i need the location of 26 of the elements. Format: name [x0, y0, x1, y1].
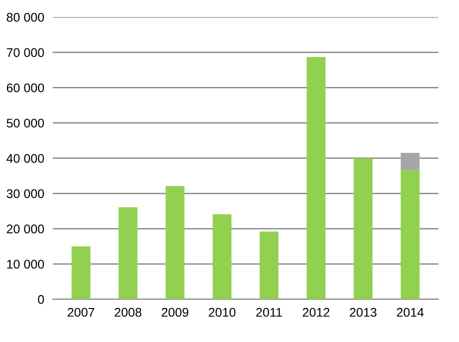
bar — [354, 158, 373, 300]
y-tick-label: 20 000 — [6, 224, 44, 234]
x-tick-label: 2010 — [208, 308, 236, 317]
y-tick-label: 10 000 — [7, 260, 44, 269]
x-tick-label: 2013 — [350, 308, 376, 317]
y-tick-label: 30 000 — [6, 189, 44, 198]
bar — [166, 186, 184, 300]
bar — [72, 246, 90, 300]
bar — [118, 207, 138, 300]
x-tick-label: 2008 — [114, 308, 142, 317]
y-tick-label: 50 000 — [6, 118, 44, 128]
x-tick-label: 2011 — [256, 308, 282, 317]
y-tick-label: 80 000 — [6, 12, 44, 22]
y-tick-label: 0 — [38, 295, 44, 304]
y-tick-label: 60 000 — [6, 83, 44, 92]
bar — [400, 170, 420, 300]
bar — [400, 152, 420, 170]
y-tick-label: 70 000 — [6, 48, 44, 58]
x-tick-label: 2012 — [302, 308, 330, 317]
x-tick-label: 2009 — [162, 308, 188, 317]
y-tick-label: 40 000 — [6, 154, 44, 163]
x-tick-label: 2007 — [68, 308, 94, 317]
bar — [212, 214, 232, 300]
bar — [306, 56, 326, 300]
bar — [260, 232, 278, 300]
x-tick-label: 2014 — [396, 308, 424, 317]
